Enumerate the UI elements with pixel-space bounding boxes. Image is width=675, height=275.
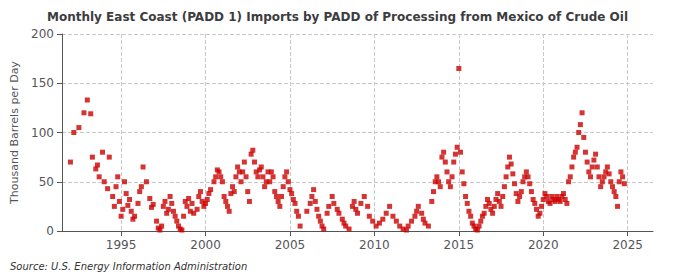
svg-text:2025: 2025 [612, 238, 643, 252]
svg-text:200: 200 [31, 27, 54, 41]
svg-text:Thousand Barrels per Day: Thousand Barrels per Day [8, 61, 21, 205]
svg-text:1995: 1995 [106, 238, 137, 252]
svg-text:2005: 2005 [275, 238, 306, 252]
svg-text:2015: 2015 [444, 238, 475, 252]
svg-text:Source: U.S. Energy Informatio: Source: U.S. Energy Information Administ… [10, 261, 247, 272]
svg-text:50: 50 [39, 175, 54, 189]
svg-text:100: 100 [31, 126, 54, 140]
svg-text:0: 0 [46, 224, 54, 238]
svg-text:2000: 2000 [190, 238, 221, 252]
svg-text:2010: 2010 [359, 238, 390, 252]
svg-text:2020: 2020 [528, 238, 559, 252]
svg-text:150: 150 [31, 76, 54, 90]
svg-text:Monthly East Coast (PADD 1) Im: Monthly East Coast (PADD 1) Imports by P… [47, 10, 628, 24]
